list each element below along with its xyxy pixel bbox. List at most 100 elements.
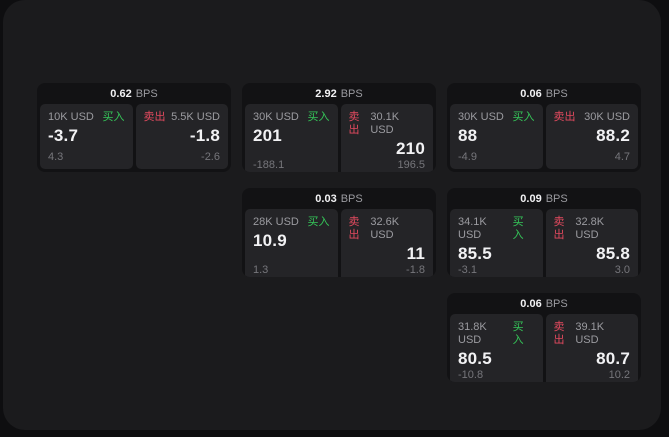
quote-card-header: 0.06 BPS bbox=[447, 293, 641, 314]
buy-size-label: 34.1K USD bbox=[458, 216, 487, 242]
buy-delta-value: -3.1 bbox=[458, 264, 477, 277]
sell-side-label: 卖出 bbox=[348, 111, 360, 137]
sell-side-label: 卖出 bbox=[348, 216, 360, 242]
buy-tile[interactable]: 30K USD 买入 201 -188.1 bbox=[245, 104, 338, 172]
app-window: 0.62 BPS 10K USD 买入 -3.7 4.3 卖出 5.5K USD… bbox=[3, 0, 661, 430]
sell-tile-labels: 卖出 32.6K USD bbox=[349, 216, 426, 242]
buy-side-label: 买入 bbox=[307, 216, 330, 228]
buy-tile-labels: 31.8K USD 买入 bbox=[458, 321, 535, 347]
buy-tile-labels: 10K USD 买入 bbox=[48, 111, 125, 124]
bps-unit-label: BPS bbox=[340, 192, 363, 205]
buy-side-label: 买入 bbox=[512, 111, 535, 123]
buy-tile[interactable]: 10K USD 买入 -3.7 4.3 bbox=[40, 104, 133, 169]
sell-size-label: 39.1K USD bbox=[575, 321, 605, 347]
quote-card-body: 10K USD 买入 -3.7 4.3 卖出 5.5K USD -1.8 -2.… bbox=[37, 104, 231, 172]
bps-unit-label: BPS bbox=[545, 297, 568, 310]
sell-tile-labels: 卖出 32.8K USD bbox=[554, 216, 631, 242]
buy-price-value: 80.5 bbox=[458, 349, 492, 369]
buy-price-value: 85.5 bbox=[458, 244, 492, 264]
quote-card-header: 0.09 BPS bbox=[447, 188, 641, 209]
quote-card-header: 0.03 BPS bbox=[242, 188, 436, 209]
bps-value: 2.92 bbox=[315, 87, 337, 100]
bps-unit-label: BPS bbox=[545, 87, 568, 100]
bps-value: 0.06 bbox=[520, 87, 542, 100]
buy-delta-value: -188.1 bbox=[253, 159, 285, 172]
sell-side-label: 卖出 bbox=[143, 111, 166, 123]
sell-delta-value: 10.2 bbox=[608, 369, 630, 382]
bps-value: 0.06 bbox=[520, 297, 542, 310]
sell-side-label: 卖出 bbox=[553, 216, 565, 242]
quote-card-body: 31.8K USD 买入 80.5 -10.8 卖出 39.1K USD 80.… bbox=[447, 314, 641, 382]
buy-side-label: 买入 bbox=[307, 111, 330, 123]
sell-delta-value: -2.6 bbox=[201, 151, 220, 163]
sell-size-label: 32.8K USD bbox=[575, 216, 605, 242]
sell-tile-labels: 卖出 39.1K USD bbox=[554, 321, 631, 347]
quote-card-header: 0.62 BPS bbox=[37, 83, 231, 104]
buy-tile-labels: 30K USD 买入 bbox=[458, 111, 535, 124]
quote-card-header: 2.92 BPS bbox=[242, 83, 436, 104]
quote-card-body: 30K USD 买入 201 -188.1 卖出 30.1K USD 210 1… bbox=[242, 104, 436, 172]
sell-delta-value: 4.7 bbox=[614, 151, 630, 163]
buy-tile-labels: 30K USD 买入 bbox=[253, 111, 330, 124]
quote-card: 0.09 BPS 34.1K USD 买入 85.5 -3.1 卖出 32.8K… bbox=[447, 188, 641, 277]
buy-tile[interactable]: 28K USD 买入 10.9 1.3 bbox=[245, 209, 338, 277]
buy-tile[interactable]: 34.1K USD 买入 85.5 -3.1 bbox=[450, 209, 543, 277]
buy-side-label: 买入 bbox=[512, 321, 524, 347]
sell-tile-labels: 卖出 5.5K USD bbox=[144, 111, 221, 124]
sell-tile[interactable]: 卖出 30K USD 88.2 4.7 bbox=[545, 104, 638, 169]
buy-tile[interactable]: 30K USD 买入 88 -4.9 bbox=[450, 104, 543, 169]
buy-size-label: 30K USD bbox=[458, 111, 504, 123]
bps-value: 0.03 bbox=[315, 192, 337, 205]
sell-tile[interactable]: 卖出 32.6K USD 11 -1.8 bbox=[340, 209, 433, 277]
quote-card-body: 34.1K USD 买入 85.5 -3.1 卖出 32.8K USD 85.8… bbox=[447, 209, 641, 277]
quote-card: 0.62 BPS 10K USD 买入 -3.7 4.3 卖出 5.5K USD… bbox=[37, 83, 231, 172]
sell-price-value: 210 bbox=[396, 139, 425, 159]
sell-delta-value: 3.0 bbox=[614, 264, 630, 277]
sell-delta-value: -1.8 bbox=[406, 264, 425, 277]
buy-delta-value: -4.9 bbox=[458, 151, 477, 163]
buy-size-label: 30K USD bbox=[253, 111, 299, 123]
card-grid: 0.62 BPS 10K USD 买入 -3.7 4.3 卖出 5.5K USD… bbox=[37, 83, 641, 382]
sell-tile[interactable]: 卖出 30.1K USD 210 196.5 bbox=[340, 104, 433, 172]
buy-size-label: 10K USD bbox=[48, 111, 94, 123]
quote-card: 0.06 BPS 31.8K USD 买入 80.5 -10.8 卖出 39.1… bbox=[447, 293, 641, 382]
buy-delta-value: 1.3 bbox=[253, 264, 269, 277]
buy-tile-labels: 28K USD 买入 bbox=[253, 216, 330, 229]
buy-side-label: 买入 bbox=[102, 111, 125, 123]
sell-price-value: 85.8 bbox=[596, 244, 630, 264]
sell-tile[interactable]: 卖出 5.5K USD -1.8 -2.6 bbox=[135, 104, 228, 169]
buy-price-value: 88 bbox=[458, 126, 478, 146]
buy-tile[interactable]: 31.8K USD 买入 80.5 -10.8 bbox=[450, 314, 543, 382]
sell-price-value: 11 bbox=[406, 244, 425, 264]
sell-size-label: 5.5K USD bbox=[171, 111, 220, 123]
sell-size-label: 32.6K USD bbox=[370, 216, 400, 242]
buy-side-label: 买入 bbox=[512, 216, 524, 242]
bps-value: 0.62 bbox=[110, 87, 132, 100]
buy-delta-value: 4.3 bbox=[48, 151, 64, 163]
quote-card: 0.03 BPS 28K USD 买入 10.9 1.3 卖出 32.6K US… bbox=[242, 188, 436, 277]
buy-tile-labels: 34.1K USD 买入 bbox=[458, 216, 535, 242]
sell-tile-labels: 卖出 30K USD bbox=[554, 111, 631, 124]
sell-size-label: 30.1K USD bbox=[370, 111, 400, 137]
buy-delta-value: -10.8 bbox=[458, 369, 484, 382]
sell-side-label: 卖出 bbox=[553, 111, 576, 123]
sell-side-label: 卖出 bbox=[553, 321, 565, 347]
buy-price-value: 201 bbox=[253, 126, 282, 146]
sell-price-value: 88.2 bbox=[596, 126, 630, 146]
bps-value: 0.09 bbox=[520, 192, 542, 205]
quote-card-body: 30K USD 买入 88 -4.9 卖出 30K USD 88.2 4.7 bbox=[447, 104, 641, 172]
quote-card: 2.92 BPS 30K USD 买入 201 -188.1 卖出 30.1K … bbox=[242, 83, 436, 172]
buy-size-label: 28K USD bbox=[253, 216, 299, 228]
bps-unit-label: BPS bbox=[340, 87, 363, 100]
sell-price-value: -1.8 bbox=[189, 126, 220, 146]
bps-unit-label: BPS bbox=[135, 87, 158, 100]
quote-card-body: 28K USD 买入 10.9 1.3 卖出 32.6K USD 11 -1.8 bbox=[242, 209, 436, 277]
sell-price-value: 80.7 bbox=[596, 349, 630, 369]
sell-tile[interactable]: 卖出 39.1K USD 80.7 10.2 bbox=[545, 314, 638, 382]
buy-size-label: 31.8K USD bbox=[458, 321, 487, 347]
sell-tile-labels: 卖出 30.1K USD bbox=[349, 111, 426, 137]
sell-tile[interactable]: 卖出 32.8K USD 85.8 3.0 bbox=[545, 209, 638, 277]
quote-card-header: 0.06 BPS bbox=[447, 83, 641, 104]
bps-unit-label: BPS bbox=[545, 192, 568, 205]
sell-size-label: 30K USD bbox=[584, 111, 630, 123]
